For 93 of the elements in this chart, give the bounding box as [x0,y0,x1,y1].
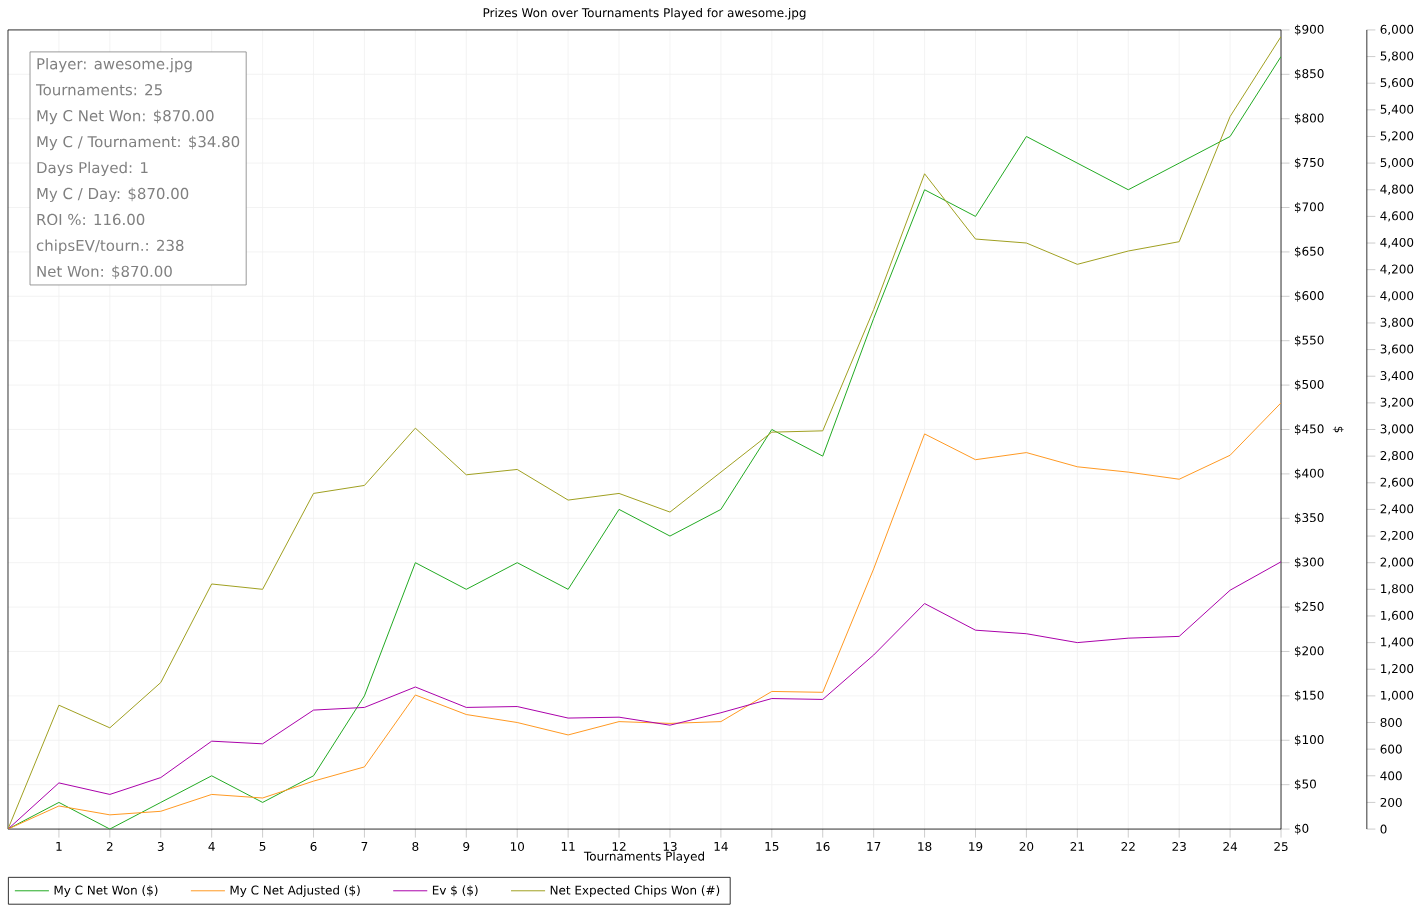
y-tick-label: $550 [1294,335,1324,347]
y2-tick-label: 2,200 [1380,530,1414,542]
y2-tick-label: 4,800 [1380,184,1414,195]
x-tick-label: 22 [1121,842,1135,851]
y-tick-label: $750 [1294,157,1324,169]
y-tick-label: $700 [1294,202,1324,213]
annotation: My C / Tournament: $34.80 [37,135,240,151]
x-tick-label: 19 [969,842,983,852]
y2-tick-label: 3,000 [1380,424,1414,435]
y2-tick-label: 5,400 [1380,104,1414,116]
x-axis-title: Tournaments Played [583,851,704,864]
x-tick-label: 25 [1274,842,1288,852]
y2-tick-label: 1,000 [1381,690,1414,702]
y2-tick-label: 1,200 [1381,664,1414,675]
y2-tick-label: 4,400 [1380,237,1414,249]
x-tick-label: 23 [1172,842,1186,852]
y-tick-label: $100 [1294,734,1324,746]
y-axis-title: $ [1332,426,1344,433]
annotation: Player: awesome.jpg [37,57,192,73]
y2-tick-label: 3,600 [1380,344,1414,355]
x-tick-label: 4 [208,842,215,851]
annotation: My C Net Won: $870.00 [37,109,214,125]
y-tick-label: $800 [1294,113,1324,125]
y2-tick-label: 3,800 [1380,317,1414,329]
x-tick-label: 8 [412,842,419,852]
chart-title: Prizes Won over Tournaments Played for awesome.jpg [483,8,806,20]
x-tick-label: 9 [463,842,470,852]
y2-tick-label: 6,000 [1380,24,1414,36]
y2-tick-label: 5,200 [1380,131,1414,142]
y2-tick-label: 1,600 [1381,610,1414,622]
x-tick-label: 17 [867,842,881,851]
y2-tick-label: 0 [1380,824,1387,834]
y2-tick-label: 600 [1380,744,1402,754]
y-tick-label: $350 [1294,512,1324,524]
x-tick-label: 2 [106,842,113,851]
y-tick-label: $300 [1294,557,1324,569]
legend-label: My C Net Won ($) [54,885,158,897]
x-tick-label: 7 [361,842,368,851]
y-tick-label: $450 [1294,424,1324,435]
y-tick-label: $200 [1294,646,1324,657]
annotation: chipsEV/tourn.: 238 [36,239,184,254]
x-tick-label: 11 [561,842,575,851]
y2-tick-label: 2,800 [1380,451,1414,462]
x-tick-label: 6 [310,842,317,852]
x-tick-label: 10 [510,842,525,852]
annotation: ROI %: 116.00 [37,213,145,226]
x-tick-label: 16 [816,842,830,852]
legend-label: Ev $ ($) [432,885,478,897]
y2-tick-label: 4,000 [1380,291,1414,302]
x-tick-label: 12 [612,842,626,851]
line-series [7,402,1282,830]
legend-label: Net Expected Chips Won (#) [550,885,720,897]
x-tick-label: 20 [1019,842,1034,852]
y-tick-label: $0 [1294,823,1309,835]
x-tick-label: 24 [1223,842,1238,851]
y-tick-label: $650 [1294,246,1324,258]
y-tick-label: $600 [1294,290,1324,302]
y-tick-label: $50 [1294,779,1316,791]
annotation: My C / Day: $870.00 [37,187,189,203]
y2-tick-label: 3,200 [1380,397,1414,409]
y2-tick-label: 4,600 [1380,211,1414,222]
legend-label: My C Net Adjusted ($) [230,885,360,897]
y2-tick-label: 2,400 [1380,504,1414,515]
x-tick-label: 1 [56,842,62,851]
y2-tick-label: 1,800 [1381,584,1414,595]
x-tick-label: 3 [157,842,164,852]
y2-tick-label: 5,800 [1380,51,1414,62]
x-tick-label: 5 [259,842,266,851]
y2-tick-label: 2,600 [1380,477,1414,488]
y2-tick-label: 4,200 [1380,264,1414,275]
y2-tick-label: 5,600 [1380,78,1414,89]
y2-tick-label: 2,000 [1380,557,1414,568]
y2-tick-label: 800 [1380,718,1402,728]
x-tick-label: 14 [714,842,728,851]
y-tick-label: $150 [1294,690,1324,702]
x-tick-label: 18 [918,842,932,852]
y2-tick-label: 5,000 [1380,158,1414,169]
y2-tick-label: 1,400 [1381,637,1414,648]
y2-tick-label: 3,400 [1380,371,1414,382]
line-series [7,561,1282,830]
y-tick-label: $500 [1294,379,1324,391]
y-tick-label: $900 [1294,24,1324,36]
y2-tick-label: 400 [1380,771,1402,781]
x-tick-label: 15 [765,842,779,851]
x-tick-label: 13 [663,842,677,852]
y-tick-label: $250 [1294,601,1324,613]
y2-tick-label: 200 [1380,797,1402,808]
x-tick-label: 21 [1070,842,1084,851]
annotation: Net Won: $870.00 [37,265,172,280]
annotation: Tournaments: 25 [35,84,162,96]
y-tick-label: $850 [1294,68,1324,80]
annotation: Days Played: 1 [37,161,148,177]
y-tick-label: $400 [1294,468,1324,480]
